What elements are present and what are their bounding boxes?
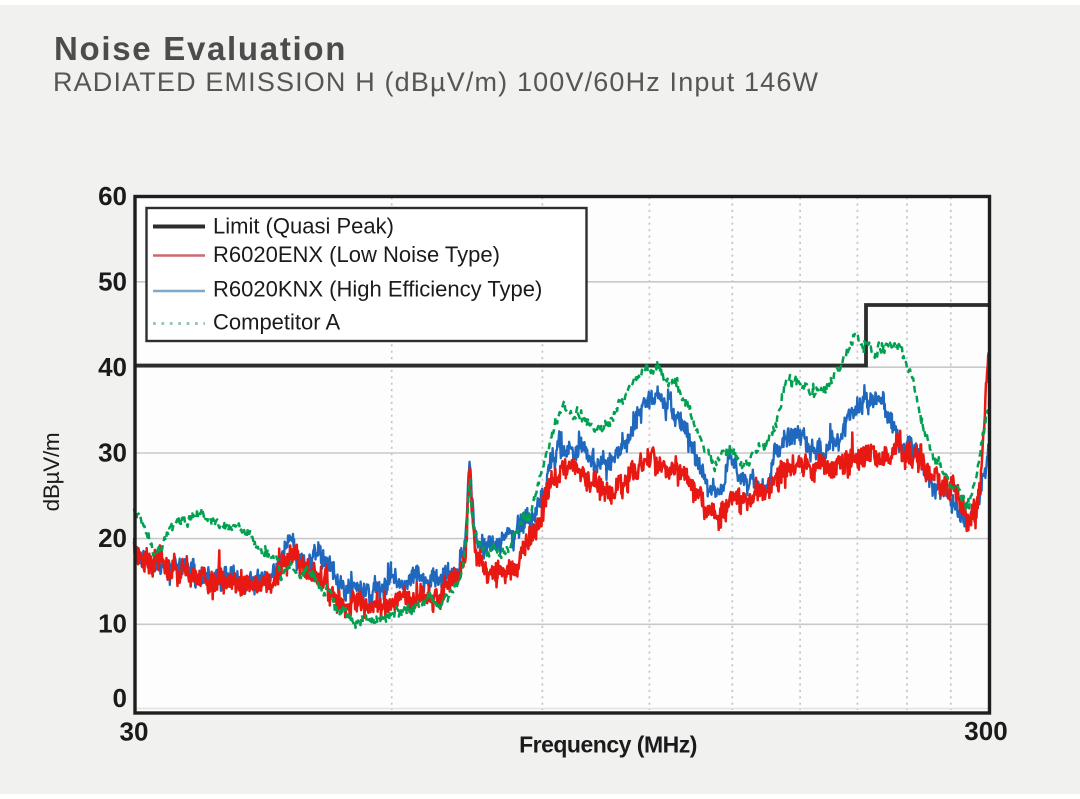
- svg-text:50: 50: [98, 267, 127, 297]
- svg-text:20: 20: [98, 523, 127, 553]
- svg-text:Competitor A: Competitor A: [213, 310, 340, 335]
- svg-text:40: 40: [98, 352, 127, 382]
- svg-text:0: 0: [113, 683, 127, 713]
- svg-text:Frequency (MHz): Frequency (MHz): [519, 732, 697, 758]
- svg-text:10: 10: [98, 609, 127, 639]
- svg-text:300: 300: [964, 716, 1007, 746]
- svg-text:dBµV/m: dBµV/m: [39, 433, 64, 512]
- svg-text:60: 60: [98, 181, 127, 211]
- svg-text:30: 30: [98, 438, 127, 468]
- svg-text:R6020KNX (High Efficiency Type: R6020KNX (High Efficiency Type): [213, 277, 542, 302]
- svg-text:30: 30: [120, 717, 149, 747]
- svg-text:R6020ENX (Low Noise Type): R6020ENX (Low Noise Type): [213, 242, 500, 267]
- svg-text:Limit (Quasi Peak): Limit (Quasi Peak): [213, 214, 394, 239]
